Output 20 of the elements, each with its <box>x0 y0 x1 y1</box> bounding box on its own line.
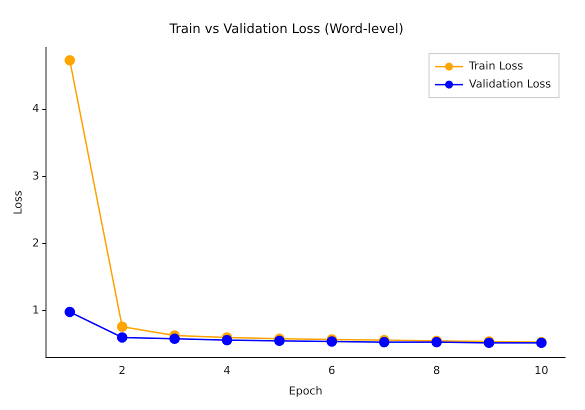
point <box>64 55 76 66</box>
point <box>222 334 232 346</box>
chart-title: Train vs Validation Loss (Word-level) <box>168 22 404 38</box>
x-tick-label: 6 <box>328 364 336 378</box>
legend-label: Train Loss <box>468 59 524 72</box>
x-axis-title: Epoch <box>288 384 322 398</box>
y-tick-label: 4 <box>32 102 40 116</box>
x-tick-label: 4 <box>223 364 230 378</box>
point <box>116 332 128 343</box>
point <box>64 306 76 318</box>
point <box>116 321 128 332</box>
y-tick-label: 1 <box>32 303 40 316</box>
x-tick-label: 8 <box>433 364 440 378</box>
y-tick-label: 3 <box>32 169 40 182</box>
y-axis-title: Loss <box>11 190 24 215</box>
x-tick-label: 2 <box>118 364 126 378</box>
legend-label: Validation Loss <box>469 77 552 90</box>
y-tick-label: 2 <box>32 236 40 250</box>
point <box>169 334 180 344</box>
x-tick-label: 10 <box>534 364 548 378</box>
